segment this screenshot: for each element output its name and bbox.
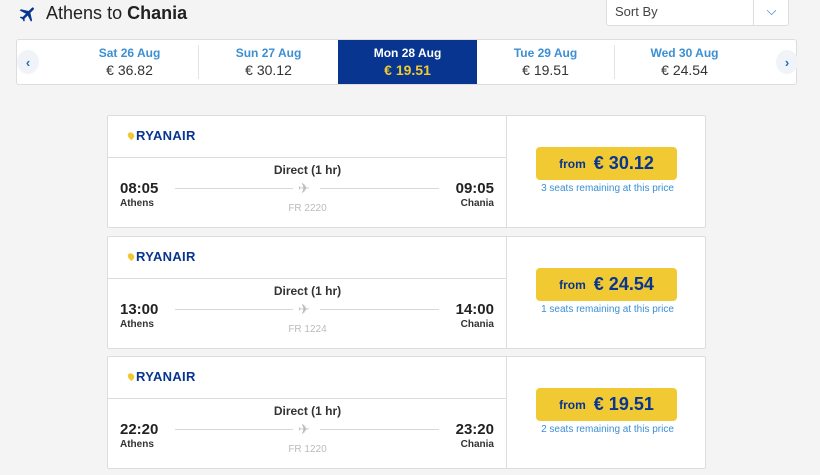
airline-logo: RYANAIR	[126, 369, 196, 384]
price: € 19.51	[593, 394, 654, 414]
from-label: from	[559, 156, 586, 171]
divider	[108, 157, 507, 158]
arrival-time: 23:20	[455, 421, 494, 438]
flight-type: Direct (1 hr)	[273, 284, 342, 298]
from-label: from	[559, 277, 586, 292]
airline-logo: RYANAIR	[126, 249, 196, 264]
route-line	[320, 188, 439, 189]
date-label: Sat 26 Aug	[98, 46, 161, 60]
date-tab[interactable]: Tue 29 Aug € 19.51	[476, 40, 615, 84]
departure-time: 13:00	[120, 301, 159, 318]
departure-time: 22:20	[120, 421, 159, 438]
flight-type: Direct (1 hr)	[273, 163, 342, 177]
price: € 24.54	[593, 274, 654, 294]
date-price: € 19.51	[522, 62, 569, 78]
date-price: € 36.82	[106, 62, 153, 78]
airplane-icon	[19, 6, 34, 22]
flight-details: RYANAIR Direct (1 hr) 08:05 Athens 09:05…	[108, 116, 507, 227]
seats-remaining: 3 seats remaining at this price	[541, 183, 674, 194]
select-price-button[interactable]: from € 19.51	[536, 388, 677, 421]
flight-number: FR 1224	[288, 324, 327, 335]
airplane-icon: ✈	[298, 301, 310, 317]
date-tab[interactable]: Wed 30 Aug € 24.54	[615, 40, 754, 84]
sort-label: Sort By	[615, 4, 658, 19]
harp-icon	[126, 251, 136, 262]
date-selector: ‹ Sat 26 Aug € 36.82 Sun 27 Aug € 30.12 Mo…	[16, 39, 798, 85]
arrival-city: Chania	[460, 319, 494, 330]
date-label: Wed 30 Aug	[650, 46, 719, 60]
departure-city: Athens	[120, 439, 154, 450]
price: € 30.12	[593, 153, 654, 173]
date-price: € 30.12	[245, 62, 292, 78]
sort-dropdown[interactable]: Sort By ⌵	[606, 0, 789, 26]
destination: Chania	[127, 3, 188, 23]
route-line	[175, 429, 293, 430]
airline-name: RYANAIR	[136, 369, 196, 384]
flight-card[interactable]: RYANAIR Direct (1 hr) 13:00 Athens 14:00…	[107, 236, 706, 349]
flight-details: RYANAIR Direct (1 hr) 22:20 Athens 23:20…	[108, 357, 507, 468]
route-line	[320, 429, 439, 430]
flight-card[interactable]: RYANAIR Direct (1 hr) 08:05 Athens 09:05…	[107, 115, 706, 228]
route-header: Athens to Chania	[18, 3, 187, 24]
airline-logo: RYANAIR	[126, 128, 196, 143]
airplane-icon: ✈	[298, 421, 310, 437]
arrival-time: 14:00	[455, 301, 494, 318]
arrival-city: Chania	[460, 439, 494, 450]
select-price-button[interactable]: from € 30.12	[536, 147, 677, 180]
harp-icon	[126, 371, 136, 382]
route-line	[320, 309, 439, 310]
flight-card[interactable]: RYANAIR Direct (1 hr) 22:20 Athens 23:20…	[107, 356, 706, 469]
date-tab[interactable]: Sat 26 Aug € 36.82	[60, 40, 199, 84]
harp-icon	[126, 130, 136, 141]
divider	[108, 278, 507, 279]
arrival-city: Chania	[460, 198, 494, 209]
flight-type: Direct (1 hr)	[273, 404, 342, 418]
date-tab-selected[interactable]: Mon 28 Aug € 19.51	[338, 40, 477, 84]
departure-city: Athens	[120, 198, 154, 209]
departure-city: Athens	[120, 319, 154, 330]
flight-details: RYANAIR Direct (1 hr) 13:00 Athens 14:00…	[108, 237, 507, 348]
date-label: Mon 28 Aug	[373, 46, 442, 60]
airplane-icon: ✈	[298, 180, 310, 196]
date-label: Sun 27 Aug	[235, 46, 302, 60]
title-connector: to	[107, 3, 123, 23]
date-price: € 24.54	[661, 62, 708, 78]
flight-number: FR 2220	[288, 203, 327, 214]
select-price-button[interactable]: from € 24.54	[536, 268, 677, 301]
from-label: from	[559, 397, 586, 412]
flight-number: FR 1220	[288, 444, 327, 455]
arrival-time: 09:05	[455, 180, 494, 197]
prev-date-button[interactable]: ‹	[17, 50, 39, 74]
seats-remaining: 2 seats remaining at this price	[541, 424, 674, 435]
page-title: Athens to Chania	[46, 3, 187, 24]
chevron-down-icon[interactable]: ⌵	[753, 0, 789, 25]
route-line	[175, 309, 293, 310]
date-label: Tue 29 Aug	[513, 46, 578, 60]
seats-remaining: 1 seats remaining at this price	[541, 304, 674, 315]
next-date-button[interactable]: ›	[776, 50, 798, 74]
departure-time: 08:05	[120, 180, 159, 197]
date-price: € 19.51	[384, 62, 431, 78]
date-tab[interactable]: Sun 27 Aug € 30.12	[199, 40, 338, 84]
airline-name: RYANAIR	[136, 128, 196, 143]
airline-name: RYANAIR	[136, 249, 196, 264]
route-line	[175, 188, 293, 189]
divider	[108, 398, 507, 399]
origin: Athens	[46, 3, 103, 23]
